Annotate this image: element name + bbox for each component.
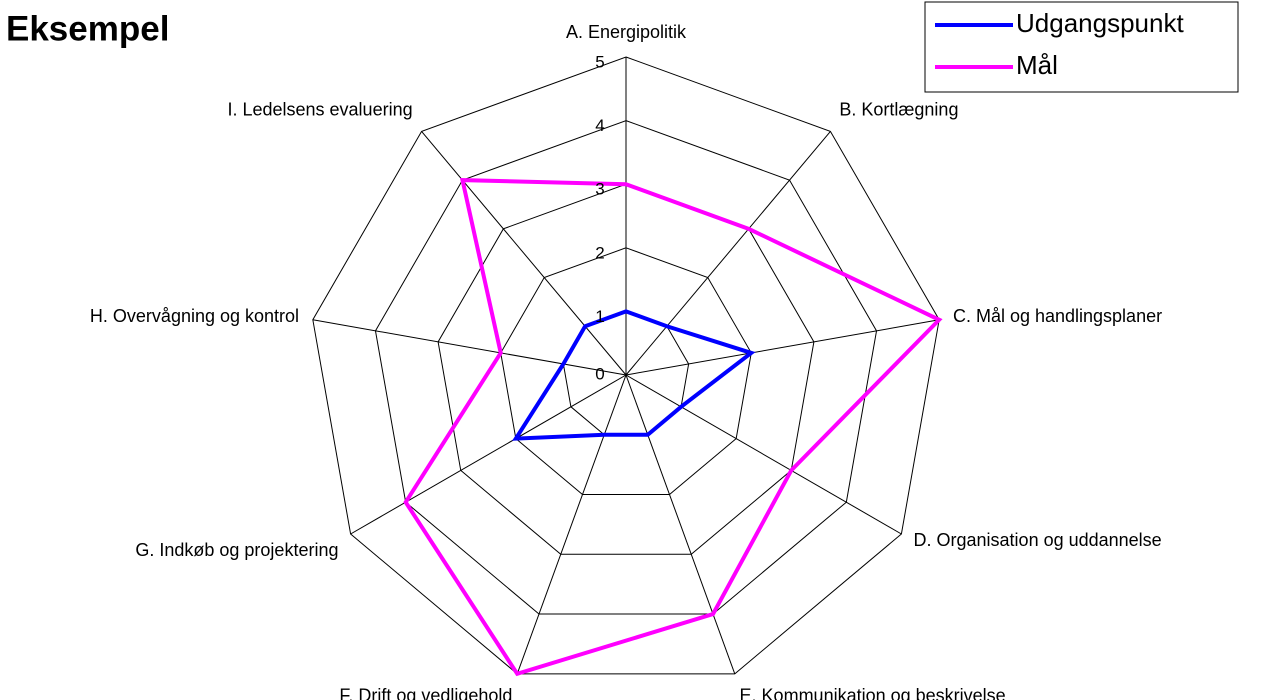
- grid-ring: [374, 120, 878, 615]
- legend-label: Udgangspunkt: [1016, 8, 1184, 38]
- axis-spoke: [312, 319, 627, 376]
- radial-tick-label: 0: [595, 364, 604, 383]
- axis-spoke: [421, 131, 627, 376]
- axis-spoke: [625, 374, 902, 535]
- category-label: F. Drift og vedligehold: [339, 686, 512, 700]
- legend-box: [924, 1, 1239, 93]
- axis-spoke: [350, 374, 627, 535]
- category-label: A. Energipolitik: [566, 22, 687, 42]
- grid-ring: [312, 56, 940, 675]
- axis-spoke: [516, 374, 627, 674]
- series-line: [403, 178, 943, 677]
- category-label: H. Overvågning og kontrol: [90, 306, 299, 326]
- series-line: [512, 309, 756, 441]
- category-label: D. Organisation og uddannelse: [914, 530, 1162, 550]
- chart-title: Eksempel: [6, 9, 169, 48]
- radial-tick-label: 3: [595, 180, 604, 199]
- axis-spoke: [625, 374, 736, 674]
- radial-tick-label: 2: [595, 243, 604, 262]
- category-label: C. Mål og handlingsplaner: [953, 306, 1162, 326]
- axis-spoke: [625, 131, 831, 376]
- category-label: I. Ledelsens evaluering: [227, 99, 412, 119]
- radial-tick-label: 1: [595, 307, 604, 326]
- grid-ring: [437, 183, 815, 555]
- radial-tick-label: 4: [595, 116, 604, 135]
- legend-label: Mål: [1016, 50, 1058, 80]
- radial-tick-label: 5: [595, 52, 604, 71]
- category-label: G. Indkøb og projektering: [135, 540, 338, 560]
- grid-ring: [500, 247, 752, 496]
- legend: Udgangspunkt Mål: [924, 1, 1239, 93]
- category-label: E. Kommunikation og beskrivelse: [740, 686, 1006, 700]
- axis-spoke: [625, 319, 940, 376]
- category-label: B. Kortlægning: [839, 99, 958, 119]
